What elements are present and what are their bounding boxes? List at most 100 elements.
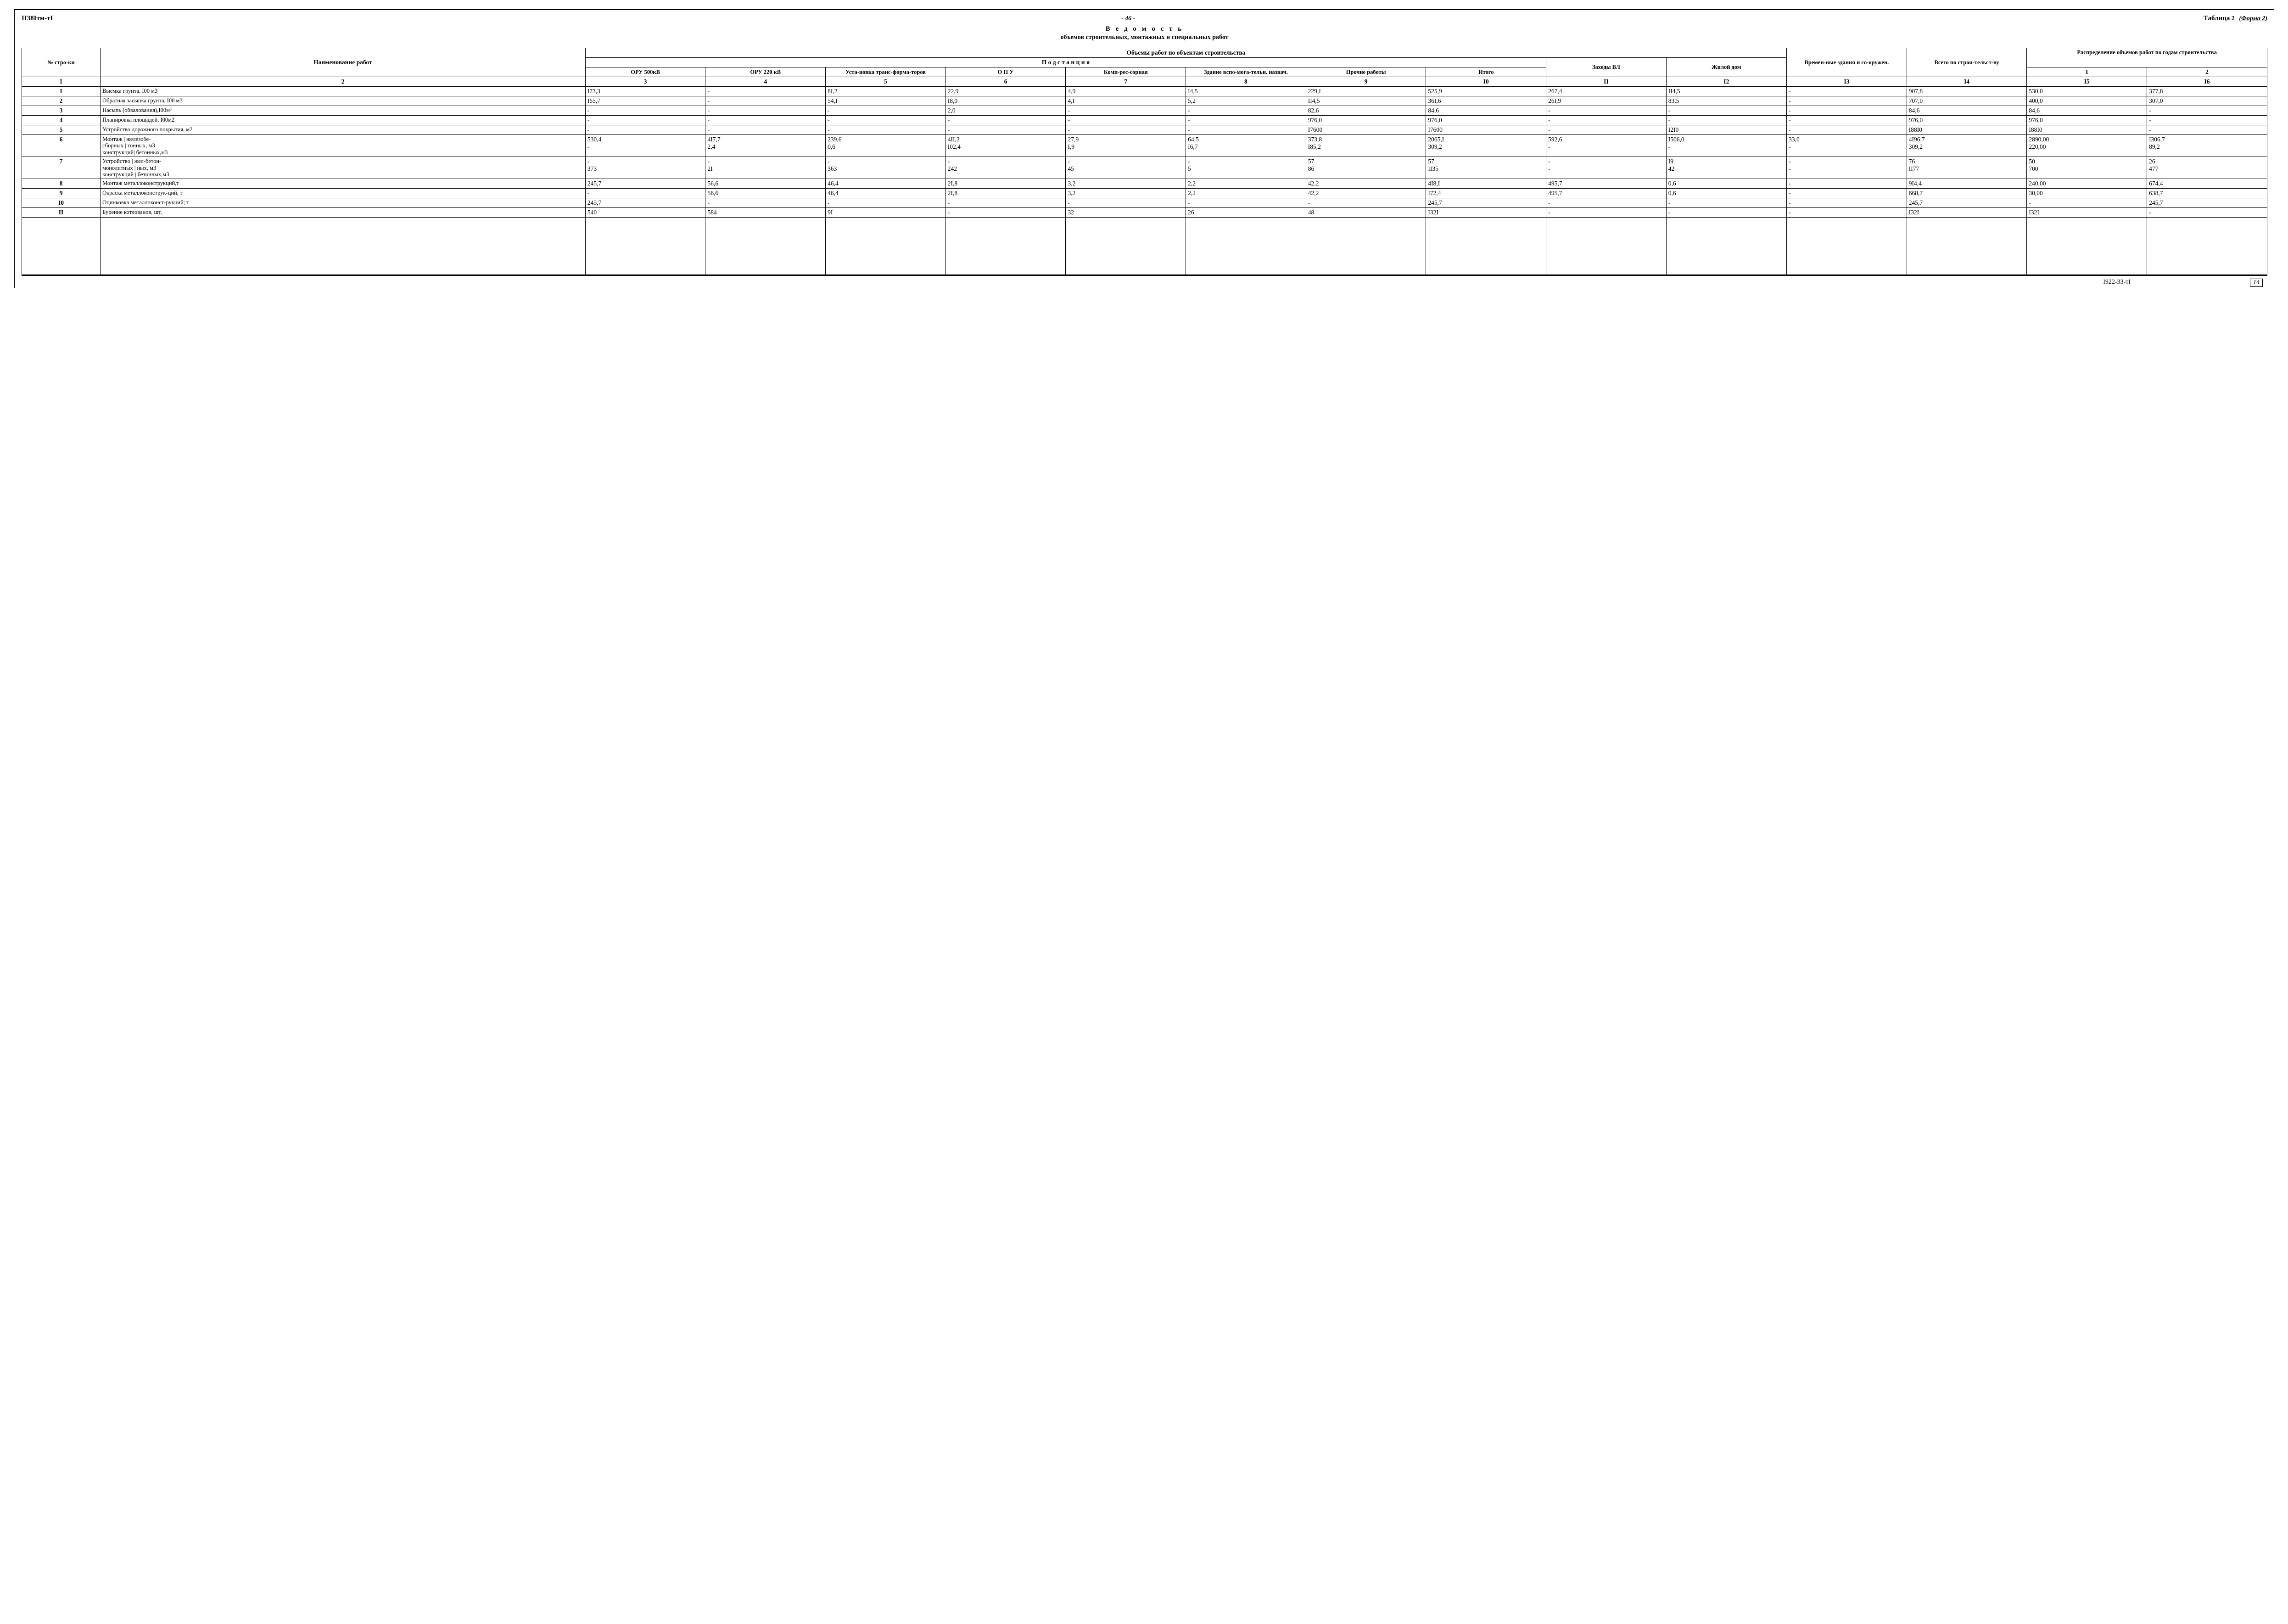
data-cell: - — [1787, 198, 1907, 208]
row-name: Насыпь (обвалования),I00м³ — [101, 106, 586, 116]
data-cell: - — [2147, 208, 2267, 218]
hdr-name: Наименование работ — [101, 48, 586, 77]
row-number: 4 — [22, 116, 101, 125]
data-cell: - — [945, 125, 1066, 135]
data-cell: 4I8,I — [1426, 179, 1546, 189]
data-cell: I306,7 89,2 — [2147, 135, 2267, 157]
data-cell: - — [945, 198, 1066, 208]
data-cell: 50 700 — [2027, 157, 2147, 179]
row-number: 9 — [22, 189, 101, 198]
data-cell: 46,4 — [826, 179, 946, 189]
data-cell: - — [2147, 106, 2267, 116]
col-num-5: 5 — [826, 77, 946, 87]
data-cell: - - — [1787, 157, 1907, 179]
data-cell: 2I,8 — [945, 179, 1066, 189]
data-cell: - — [705, 125, 826, 135]
data-cell: 84,6 — [1426, 106, 1546, 116]
hdr-c14: Всего по строи-тельст-ву — [1907, 48, 2027, 77]
hdr-c16: 2 — [2147, 67, 2267, 77]
data-cell: - — [1546, 106, 1667, 116]
data-cell: 84,6 — [1907, 106, 2027, 116]
row-name: Выемка грунта, I00 м3 — [101, 87, 586, 96]
data-cell: 3,2 — [1066, 179, 1186, 189]
data-cell: - — [1546, 116, 1667, 125]
data-cell: - — [705, 96, 826, 106]
data-cell: - — [2027, 198, 2147, 208]
data-cell: 33,0 - — [1787, 135, 1907, 157]
data-cell: - — [585, 106, 705, 116]
data-cell: 2890,00 220,00 — [2027, 135, 2147, 157]
data-cell: - 45 — [1066, 157, 1186, 179]
data-cell: 592,6 - — [1546, 135, 1667, 157]
data-cell: - — [705, 116, 826, 125]
data-cell: I506,0 - — [1666, 135, 1786, 157]
hdr-grp-pod: П о д с т а н ц и я — [585, 58, 1546, 67]
data-cell: I32I — [1426, 208, 1546, 218]
data-cell: 76 II77 — [1907, 157, 2027, 179]
footer: I922-33-тI 14 — [22, 275, 2267, 288]
data-cell: 307,0 — [2147, 96, 2267, 106]
data-cell: - 373 — [585, 157, 705, 179]
row-number: 7 — [22, 157, 101, 179]
data-cell: - 242 — [945, 157, 1066, 179]
data-cell: I88I0 — [1907, 125, 2027, 135]
data-cell: - — [1666, 208, 1786, 218]
col-num-10: I0 — [1426, 77, 1546, 87]
col-num-12: I2 — [1666, 77, 1786, 87]
data-cell: 240,00 — [2027, 179, 2147, 189]
data-cell: 56,6 — [705, 179, 826, 189]
form-label: (Форма 2) — [2239, 15, 2267, 22]
data-cell: 9I — [826, 208, 946, 218]
table-row: 3Насыпь (обвалования),I00м³---2,0--82,68… — [22, 106, 2267, 116]
row-name: Планировка площадей, I00м2 — [101, 116, 586, 125]
data-cell: - — [1066, 198, 1186, 208]
data-cell: - 5 — [1186, 157, 1306, 179]
row-number: I0 — [22, 198, 101, 208]
title-block: В е д о м о с т ь объемов строительных, … — [22, 25, 2267, 41]
data-cell: 245,7 — [1907, 198, 2027, 208]
data-cell: 4,I — [1066, 96, 1186, 106]
data-cell: I32I — [1907, 208, 2027, 218]
data-cell: 0,6 — [1666, 189, 1786, 198]
footer-code: I922-33-тI — [2103, 279, 2131, 286]
table-label-block: Таблица 2 (Форма 2) — [2204, 15, 2267, 22]
data-cell: 245,7 — [1426, 198, 1546, 208]
data-cell: 530,0 — [2027, 87, 2147, 96]
table-label: Таблица — [2204, 15, 2230, 22]
data-cell: - — [1066, 125, 1186, 135]
data-cell: 57 II35 — [1426, 157, 1546, 179]
table-row: I0Оцинковка металлоконст-рукций; т245,7-… — [22, 198, 2267, 208]
data-cell: 26I,9 — [1546, 96, 1667, 106]
data-cell: 668,7 — [1907, 189, 2027, 198]
data-cell: 26 — [1186, 208, 1306, 218]
data-cell: - — [1066, 106, 1186, 116]
row-number: 6 — [22, 135, 101, 157]
data-cell: 976,0 — [2027, 116, 2147, 125]
data-cell: 82,6 — [1306, 106, 1426, 116]
data-cell: I8,0 — [945, 96, 1066, 106]
header-row: II38Iтм-тI - 46 - Таблица 2 (Форма 2) — [22, 15, 2267, 22]
hdr-c3: ОРУ 500кВ — [585, 67, 705, 77]
hdr-grp-dist: Распределение объемов работ по годам стр… — [2027, 48, 2267, 67]
row-name: Монтаж металлоконструкций,т — [101, 179, 586, 189]
data-cell: - — [585, 189, 705, 198]
data-cell: - — [1787, 106, 1907, 116]
data-cell: 239,6 0,6 — [826, 135, 946, 157]
data-cell: 9I4,4 — [1907, 179, 2027, 189]
data-cell: I9 42 — [1666, 157, 1786, 179]
col-num-8: 8 — [1186, 77, 1306, 87]
table-row: 6Монтаж | железобе- сборных | тонных, м3… — [22, 135, 2267, 157]
data-cell: - — [585, 116, 705, 125]
data-cell: - 363 — [826, 157, 946, 179]
hdr-c6: О П У — [945, 67, 1066, 77]
hdr-c11: Заходы ВЛ — [1546, 58, 1667, 77]
row-name: Окраска металлоконструк-ций, т — [101, 189, 586, 198]
doc-code: II38Iтм-тI — [22, 15, 53, 22]
data-cell: 674,4 — [2147, 179, 2267, 189]
data-cell: 54,I — [826, 96, 946, 106]
data-cell: - — [826, 198, 946, 208]
hdr-c13: Времен-ные здания и со-оружен. — [1787, 48, 1907, 77]
table-row: 9Окраска металлоконструк-ций, т-56,646,4… — [22, 189, 2267, 198]
col-num-3: 3 — [585, 77, 705, 87]
data-cell: - — [705, 198, 826, 208]
